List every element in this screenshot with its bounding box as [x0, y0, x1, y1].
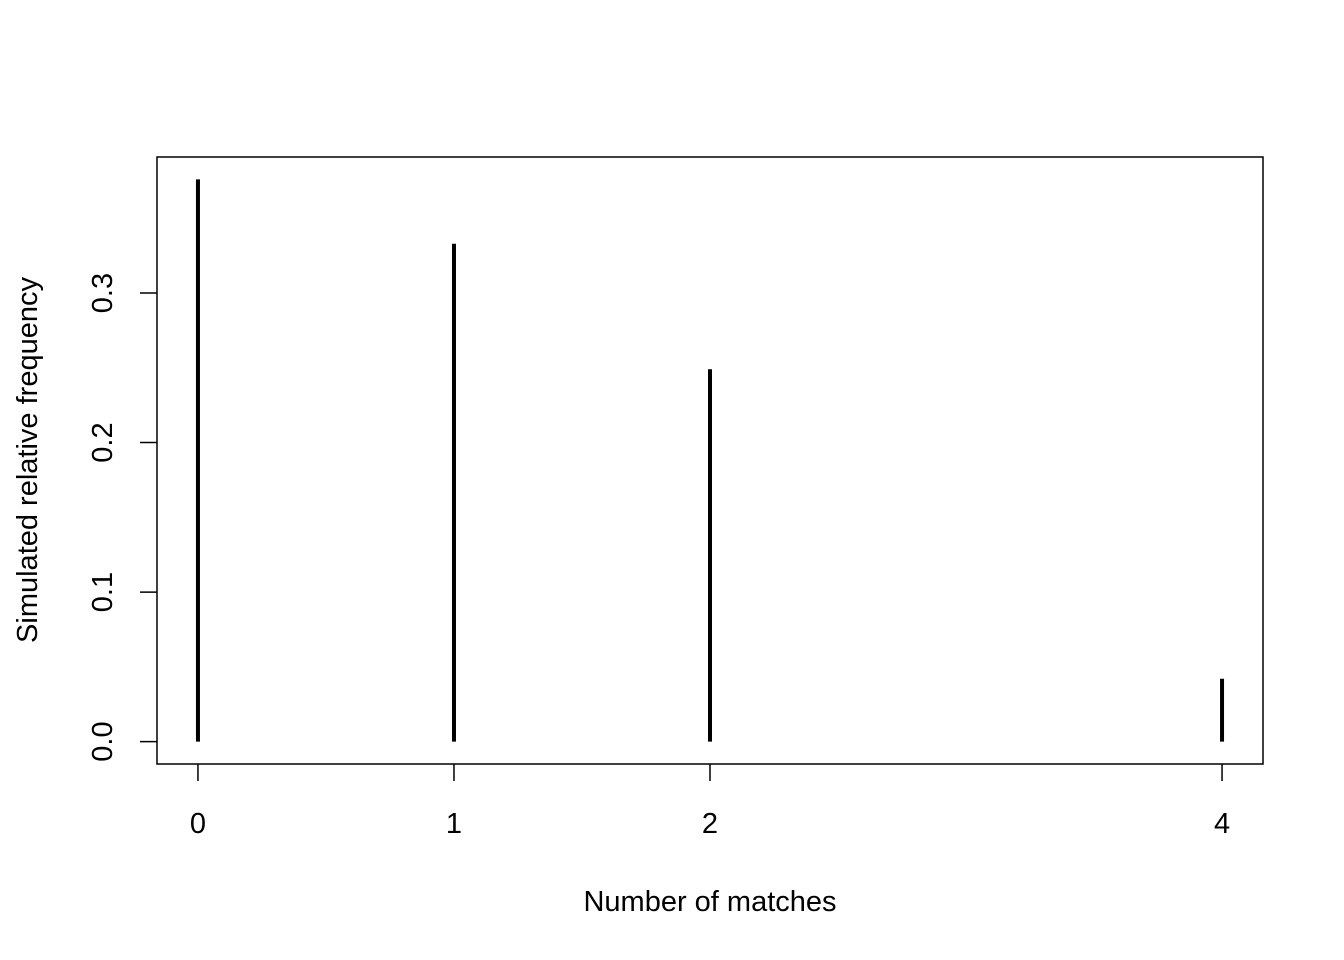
y-tick-label: 0.2: [87, 422, 119, 462]
x-tick-label: 0: [190, 808, 206, 840]
x-axis-label: Number of matches: [583, 886, 836, 918]
x-tick-label: 1: [446, 808, 462, 840]
x-tick-label: 4: [1214, 808, 1230, 840]
y-tick-label: 0.0: [87, 721, 119, 761]
y-tick-label: 0.3: [87, 273, 119, 313]
y-tick-label: 0.1: [87, 572, 119, 612]
y-axis-label: Simulated relative frequency: [12, 277, 44, 643]
x-tick-label: 2: [702, 808, 718, 840]
